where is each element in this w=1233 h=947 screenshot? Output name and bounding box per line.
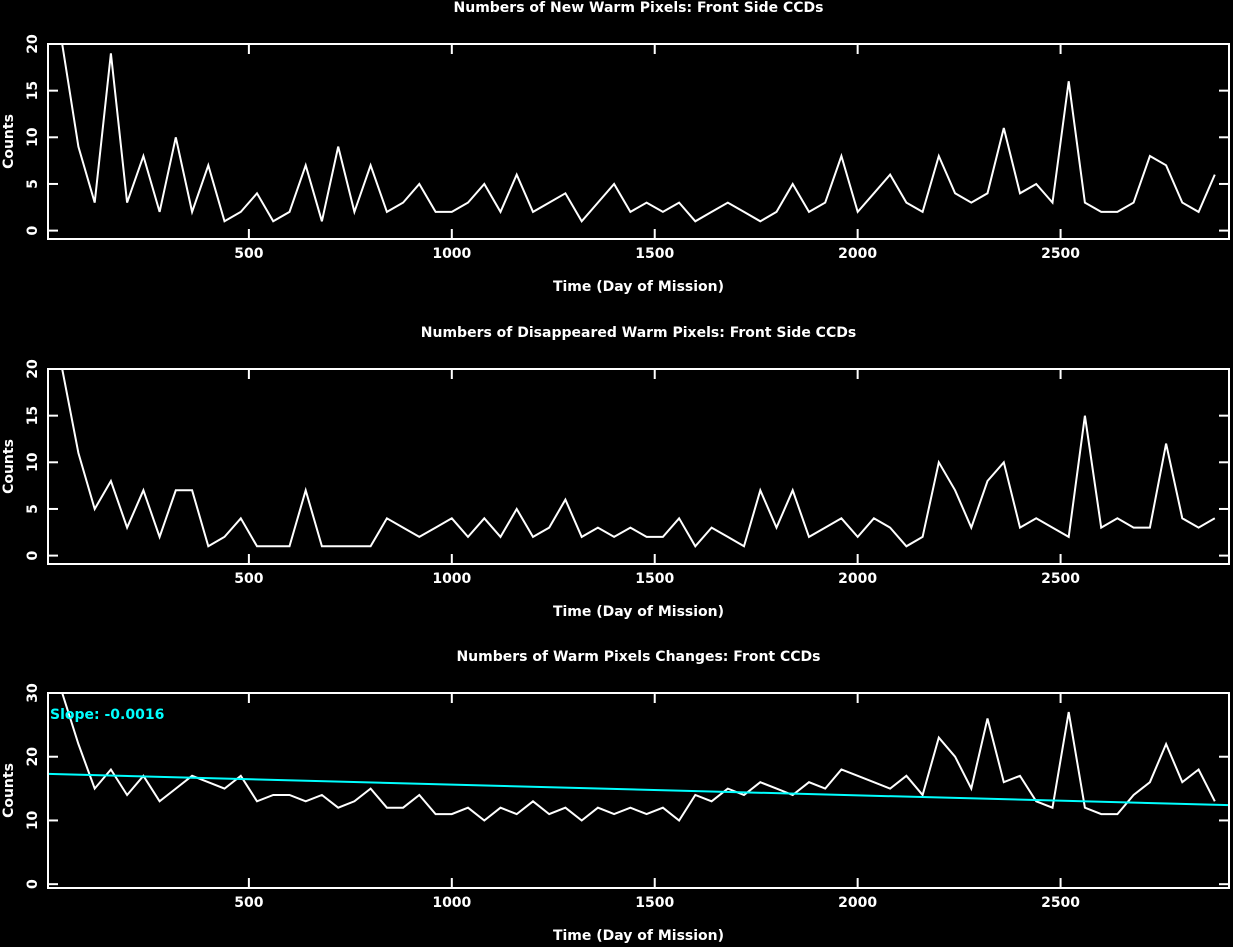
x-tick-label: 500 xyxy=(234,895,263,911)
plot-frame xyxy=(47,368,1230,565)
chart-title: Numbers of Disappeared Warm Pixels: Fron… xyxy=(421,325,856,341)
x-tick-label: 2000 xyxy=(838,895,877,911)
x-tick-label: 1000 xyxy=(432,246,471,262)
data-line xyxy=(61,693,1216,822)
plot-frame xyxy=(47,692,1230,889)
y-tick-label: 0 xyxy=(25,225,41,235)
x-tick-label: 2500 xyxy=(1041,571,1080,587)
x-tick-label: 1500 xyxy=(635,895,674,911)
y-tick-label: 30 xyxy=(25,683,41,703)
y-tick-label: 15 xyxy=(25,406,41,425)
annotation: Slope: -0.0016 xyxy=(50,707,164,723)
y-tick-label: 5 xyxy=(25,179,41,189)
y-axis-label: Counts xyxy=(1,439,17,494)
chart-title: Numbers of New Warm Pixels: Front Side C… xyxy=(454,0,824,16)
data-line xyxy=(61,369,1216,549)
y-tick-label: 10 xyxy=(25,452,41,472)
x-axis-label: Time (Day of Mission) xyxy=(553,279,724,295)
x-tick-label: 1000 xyxy=(432,571,471,587)
chart-title: Numbers of Warm Pixels Changes: Front CC… xyxy=(456,649,820,665)
x-axis-label: Time (Day of Mission) xyxy=(553,928,724,944)
x-tick-label: 500 xyxy=(234,571,263,587)
x-tick-label: 2000 xyxy=(838,246,877,262)
y-axis-label: Counts xyxy=(1,114,17,169)
x-tick-label: 2000 xyxy=(838,571,877,587)
y-tick-label: 10 xyxy=(25,810,41,830)
data-line xyxy=(61,44,1216,224)
x-tick-label: 500 xyxy=(234,246,263,262)
fit-line xyxy=(48,772,1229,807)
x-tick-label: 2500 xyxy=(1041,246,1080,262)
plot-frame xyxy=(47,43,1230,240)
y-axis-label: Counts xyxy=(1,763,17,818)
y-tick-label: 0 xyxy=(25,550,41,560)
y-tick-label: 0 xyxy=(25,879,41,889)
x-tick-label: 1500 xyxy=(635,571,674,587)
y-tick-label: 5 xyxy=(25,504,41,514)
x-tick-label: 1500 xyxy=(635,246,674,262)
x-tick-label: 1000 xyxy=(432,895,471,911)
y-tick-label: 20 xyxy=(25,34,41,54)
y-tick-label: 20 xyxy=(25,747,41,767)
x-axis-label: Time (Day of Mission) xyxy=(553,604,724,620)
y-tick-label: 10 xyxy=(25,127,41,147)
x-tick-label: 2500 xyxy=(1041,895,1080,911)
y-tick-label: 15 xyxy=(25,81,41,100)
y-tick-label: 20 xyxy=(25,359,41,379)
